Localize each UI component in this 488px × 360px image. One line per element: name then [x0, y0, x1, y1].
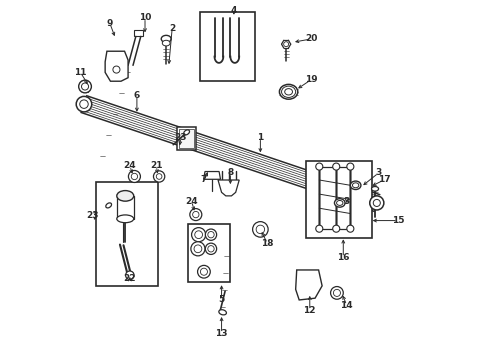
Circle shape [128, 171, 140, 183]
Text: 11: 11 [74, 68, 86, 77]
Text: 5: 5 [218, 296, 224, 305]
Bar [134, 30, 142, 36]
Polygon shape [218, 180, 239, 196]
Polygon shape [203, 171, 220, 179]
Circle shape [197, 265, 210, 278]
Circle shape [369, 196, 383, 210]
Polygon shape [295, 270, 322, 300]
Text: 19: 19 [305, 75, 317, 84]
Circle shape [205, 229, 216, 240]
Text: 4: 4 [230, 6, 237, 15]
Circle shape [207, 246, 214, 252]
Ellipse shape [349, 181, 360, 189]
Circle shape [205, 243, 216, 255]
Bar [305, 161, 371, 238]
Circle shape [80, 100, 88, 108]
Ellipse shape [218, 310, 226, 315]
Ellipse shape [183, 130, 189, 135]
Circle shape [283, 42, 288, 47]
Ellipse shape [279, 84, 297, 99]
Bar [176, 127, 196, 150]
Circle shape [252, 222, 267, 237]
Text: 3: 3 [375, 168, 381, 177]
Circle shape [192, 211, 199, 218]
Circle shape [79, 80, 91, 93]
Circle shape [332, 163, 339, 170]
Circle shape [372, 199, 380, 206]
Text: 2: 2 [169, 24, 175, 33]
Ellipse shape [336, 201, 342, 206]
Text: 12: 12 [303, 306, 315, 315]
Ellipse shape [371, 186, 378, 191]
Circle shape [346, 163, 353, 170]
Circle shape [190, 242, 204, 256]
Ellipse shape [105, 203, 111, 208]
Circle shape [332, 225, 339, 232]
Circle shape [194, 245, 202, 253]
Text: 16: 16 [336, 253, 349, 262]
Ellipse shape [161, 35, 171, 42]
Circle shape [346, 225, 353, 232]
Text: 22: 22 [123, 274, 136, 283]
Circle shape [330, 287, 343, 299]
Bar [178, 129, 194, 148]
Ellipse shape [281, 86, 295, 98]
Text: 13: 13 [215, 329, 227, 338]
Ellipse shape [284, 89, 292, 95]
Text: 18: 18 [261, 239, 273, 248]
Text: 17: 17 [377, 175, 389, 184]
Text: 9: 9 [106, 18, 113, 27]
Polygon shape [105, 51, 128, 81]
Circle shape [156, 174, 162, 179]
Text: 6: 6 [134, 91, 140, 100]
Text: 10: 10 [139, 13, 151, 22]
Ellipse shape [334, 199, 345, 207]
Bar [200, 12, 255, 81]
Bar [188, 224, 230, 282]
Circle shape [315, 225, 322, 232]
Text: 14: 14 [340, 301, 352, 310]
Circle shape [113, 66, 120, 73]
Circle shape [207, 231, 214, 238]
Circle shape [315, 163, 322, 170]
Text: 23: 23 [174, 133, 187, 142]
Circle shape [76, 96, 92, 112]
Circle shape [333, 289, 340, 296]
Circle shape [125, 271, 134, 279]
Bar [96, 182, 158, 286]
Text: 7: 7 [201, 175, 207, 184]
Circle shape [200, 268, 207, 275]
Text: 8: 8 [227, 168, 233, 177]
Text: 20: 20 [305, 34, 317, 43]
Ellipse shape [352, 183, 358, 188]
Text: 24: 24 [123, 161, 136, 170]
Circle shape [256, 225, 264, 234]
Ellipse shape [117, 215, 133, 223]
Circle shape [131, 173, 137, 180]
Circle shape [191, 228, 205, 242]
Ellipse shape [117, 190, 133, 201]
Text: 3: 3 [343, 197, 349, 206]
Text: 1: 1 [257, 133, 263, 142]
Circle shape [189, 208, 202, 221]
Circle shape [81, 83, 88, 90]
Text: 24: 24 [185, 197, 198, 206]
Circle shape [194, 231, 202, 239]
Text: 15: 15 [391, 216, 404, 225]
Text: 21: 21 [150, 161, 162, 170]
Text: 23: 23 [86, 211, 99, 220]
Ellipse shape [162, 40, 170, 46]
Circle shape [153, 171, 164, 182]
